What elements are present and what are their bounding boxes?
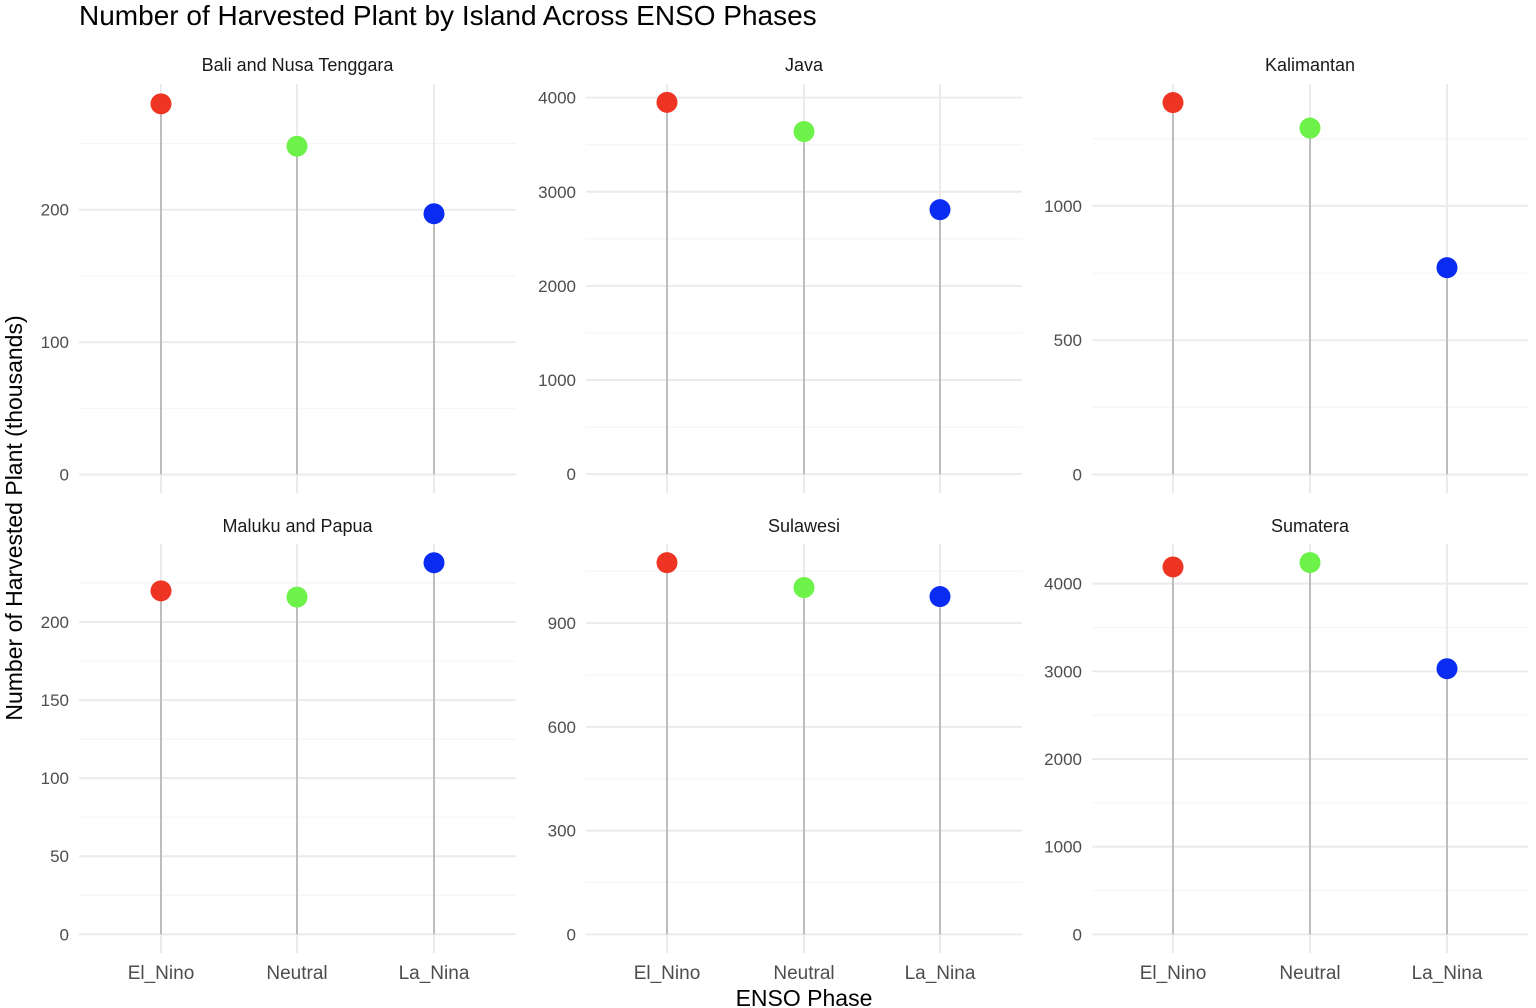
y-tick-label: 4000 [538,89,576,108]
y-axis-label: Number of Harvested Plant (thousands) [1,315,27,720]
facet-kalimantan: 0 500 1000 Kalimantan [1044,55,1528,493]
data-point-neutral [286,586,308,608]
y-tick-label: 1000 [1044,838,1082,857]
y-tick-label: 50 [50,847,69,866]
facet-java: 0 1000 2000 3000 4000 Java [538,55,1022,493]
y-tick-label: 600 [548,718,576,737]
x-tick-label: El_Nino [634,963,701,984]
data-point-neutral [793,577,815,599]
data-point-el-nino [656,91,678,113]
x-axis-label: ENSO Phase [736,985,873,1008]
x-tick-label: La_Nina [399,963,470,984]
data-point-el-nino [1162,556,1184,578]
facet-title: Bali and Nusa Tenggara [202,55,395,75]
data-point-neutral [793,121,815,143]
y-tick-label: 3000 [1044,662,1082,681]
x-tick-label: Neutral [773,963,834,984]
facet-maluku-and-papua: 0 50 100 150 200 Maluku and Papua El_Nino Neutr… [41,516,516,984]
data-point-la-nina [929,586,951,608]
facet-sulawesi: 0 300 600 900 Sulawesi El_Nino Neutral La_Nina [548,516,1022,984]
y-tick-label: 0 [1073,925,1082,944]
data-point-la-nina [423,203,445,225]
y-tick-label: 900 [548,614,576,633]
data-point-la-nina [929,199,951,221]
y-tick-label: 500 [1054,331,1082,350]
y-tick-label: 100 [41,769,69,788]
y-tick-label: 0 [567,925,576,944]
y-tick-label: 150 [41,691,69,710]
x-tick-label: La_Nina [1412,963,1483,984]
facet-bali-and-nusa-tenggara: 0 100 200 Bali and Nusa Tenggara [41,55,516,493]
y-tick-label: 1000 [1044,197,1082,216]
data-point-el-nino [150,580,172,602]
data-point-neutral [286,135,308,157]
y-tick-label: 4000 [1044,575,1082,594]
data-point-neutral [1299,552,1321,574]
data-point-el-nino [656,552,678,574]
chart-title: Number of Harvested Plant by Island Acro… [79,0,817,31]
y-tick-label: 100 [41,333,69,352]
facet-title: Sulawesi [768,516,840,536]
y-tick-label: 3000 [538,183,576,202]
y-tick-label: 0 [567,465,576,484]
y-tick-label: 0 [1073,465,1082,484]
data-point-la-nina [423,552,445,574]
y-tick-label: 2000 [538,277,576,296]
y-tick-label: 1000 [538,371,576,390]
facet-title: Java [785,55,824,75]
data-point-neutral [1299,117,1321,139]
y-tick-label: 200 [41,201,69,220]
y-tick-label: 2000 [1044,750,1082,769]
data-point-el-nino [150,93,172,115]
facet-title: Kalimantan [1265,55,1355,75]
data-point-la-nina [1436,257,1458,279]
x-tick-label: El_Nino [1140,963,1207,984]
facet-title: Sumatera [1271,516,1350,536]
facet-title: Maluku and Papua [222,516,373,536]
y-tick-label: 0 [60,925,69,944]
data-point-la-nina [1436,658,1458,680]
y-tick-label: 0 [60,465,69,484]
x-tick-label: La_Nina [905,963,976,984]
facet-sumatera: 0 1000 2000 3000 4000 Sumatera El_Nino Neutral L… [1044,516,1528,984]
y-tick-label: 300 [548,822,576,841]
x-tick-label: El_Nino [128,963,195,984]
data-point-el-nino [1162,92,1184,114]
x-tick-label: Neutral [1279,963,1340,984]
y-tick-label: 200 [41,613,69,632]
x-tick-label: Neutral [266,963,327,984]
